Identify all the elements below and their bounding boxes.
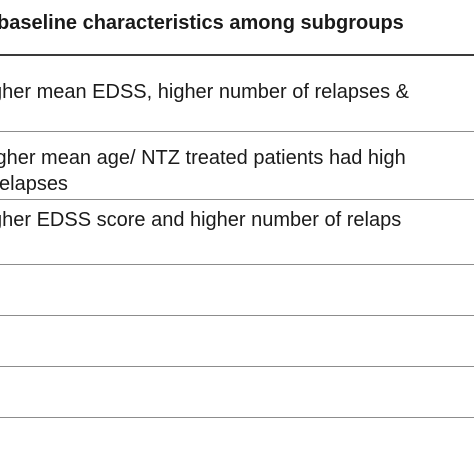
- row-divider: [0, 264, 474, 265]
- table-row: gher mean EDSS, higher number of relapse…: [0, 79, 409, 105]
- row-divider: [0, 131, 474, 132]
- cell-text: elapses: [0, 173, 68, 195]
- cell-text: gher EDSS score and higher number of rel…: [0, 209, 402, 231]
- header-rule: [0, 54, 474, 56]
- column-header: baseline characteristics among subgroups: [0, 12, 404, 34]
- cell-text: igher mean age/ NTZ treated patients had…: [0, 147, 406, 169]
- row-divider: [0, 315, 474, 316]
- row-divider: [0, 417, 474, 418]
- cell-text: gher mean EDSS, higher number of relapse…: [0, 81, 409, 103]
- row-divider: [0, 366, 474, 367]
- table-row: igher mean age/ NTZ treated patients had…: [0, 145, 406, 197]
- table-row: gher EDSS score and higher number of rel…: [0, 207, 401, 233]
- row-divider: [0, 199, 474, 200]
